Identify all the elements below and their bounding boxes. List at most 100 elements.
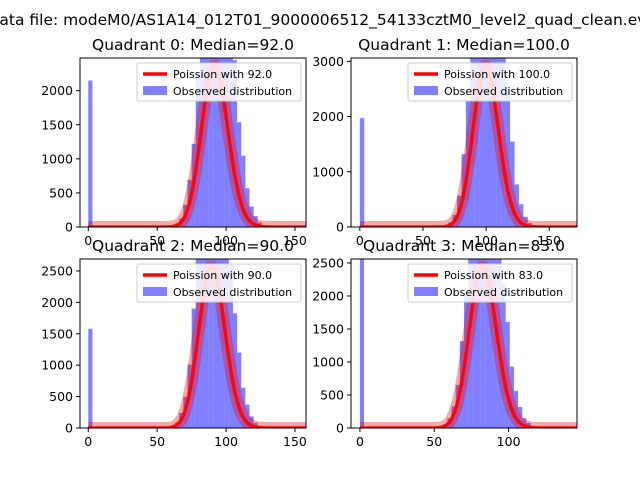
histogram-bar — [468, 259, 473, 428]
axes-frame — [350, 57, 578, 228]
legend-poisson-label: Poission with 90.0 — [173, 269, 272, 282]
histogram-bar — [199, 58, 205, 227]
histogram-bar — [224, 58, 229, 227]
histogram-bar — [216, 58, 221, 227]
x-tick-label: 50 — [149, 233, 165, 248]
histogram-bar — [220, 58, 225, 227]
figure-suptitle: Data file: modeM0/AS1A14_012T01_90000065… — [0, 11, 640, 30]
x-tick-label: 100 — [214, 434, 238, 449]
y-tick-label: 1500 — [41, 117, 73, 132]
axes-frame — [79, 258, 307, 429]
legend: Poission with 92.0 Observed distribution — [136, 62, 302, 102]
legend-observed-swatch — [414, 287, 438, 296]
histogram-bar — [484, 259, 489, 428]
histogram-bar-zero — [359, 118, 365, 227]
legend: Poission with 100.0 Observed distribution — [407, 62, 573, 102]
histogram-bar — [241, 387, 246, 428]
histogram-bar — [509, 366, 514, 428]
y-tick-label: 2500 — [312, 255, 344, 270]
legend: Poission with 83.0 Observed distribution — [407, 263, 573, 303]
legend-observed-label: Observed distribution — [444, 286, 563, 299]
histogram-bar — [212, 259, 217, 428]
y-tick-label: 1500 — [41, 326, 73, 341]
histogram-bar — [474, 58, 480, 227]
y-tick-label: 2000 — [312, 288, 344, 303]
y-tick-label: 2000 — [41, 295, 73, 310]
x-tick-label: 0 — [356, 434, 364, 449]
axes-frame — [79, 57, 307, 228]
histogram-bar — [199, 259, 205, 428]
y-tick-label: 0 — [65, 220, 73, 235]
y-tick-label: 2000 — [41, 83, 73, 98]
histogram-bar — [249, 206, 254, 227]
legend-poisson-label: Poission with 83.0 — [444, 269, 543, 282]
legend: Poission with 90.0 Observed distribution — [136, 263, 302, 303]
x-tick-label: 100 — [474, 233, 498, 248]
y-tick-label: 0 — [336, 220, 344, 235]
histogram-bar-zero — [88, 328, 93, 428]
histogram-bar — [513, 390, 519, 428]
legend-frame — [407, 263, 573, 303]
histogram-bar — [208, 259, 213, 428]
y-tick-label: 0 — [65, 421, 73, 436]
y-tick-label: 500 — [49, 389, 73, 404]
histogram-bar — [505, 321, 510, 428]
x-tick-label: 0 — [84, 434, 92, 449]
histogram-bar — [237, 122, 242, 227]
legend-observed-label: Observed distribution — [444, 85, 563, 98]
histogram-bar — [514, 184, 519, 227]
legend-frame — [407, 62, 573, 102]
histogram-bar — [518, 204, 524, 227]
histogram-bar — [488, 259, 494, 428]
histogram-bar — [487, 58, 493, 227]
y-tick-label: 1000 — [312, 354, 344, 369]
x-tick-label: 50 — [149, 434, 165, 449]
y-tick-label: 3000 — [312, 54, 344, 69]
subplot-0: Quadrant 0: Median=92.00 50 100 15005001000… — [41, 36, 307, 248]
histogram-bar — [483, 58, 488, 227]
y-tick-label: 2000 — [312, 109, 344, 124]
histogram-bar — [510, 141, 515, 227]
subplot-3: Quadrant 3: Median=83.00 50 10005001000150… — [312, 237, 578, 449]
x-tick-label: 0 — [84, 233, 92, 248]
x-tick-label: 150 — [283, 233, 307, 248]
legend-observed-label: Observed distribution — [173, 286, 292, 299]
histogram-bar — [472, 259, 477, 428]
legend-poisson-label: Poission with 92.0 — [173, 68, 272, 81]
subplot-title: Quadrant 3: Median=83.0 — [363, 237, 565, 255]
histogram-bar — [493, 259, 498, 428]
histogram-bar — [232, 313, 238, 428]
histogram-bar — [249, 416, 254, 428]
histogram-bar — [245, 188, 250, 227]
x-tick-label: 100 — [214, 233, 238, 248]
histogram-bar — [523, 216, 528, 227]
histogram-bar — [237, 352, 242, 428]
y-tick-label: 500 — [320, 387, 344, 402]
legend-frame — [136, 263, 302, 303]
legend-observed-swatch — [414, 86, 438, 95]
histogram-bar — [505, 90, 511, 227]
x-tick-label: 150 — [537, 233, 561, 248]
histogram-bar — [204, 58, 209, 227]
legend-observed-swatch — [143, 287, 167, 296]
histogram-bar — [232, 60, 238, 227]
histogram-bar — [212, 58, 217, 227]
y-tick-label: 2500 — [41, 263, 73, 278]
histogram-bar — [253, 216, 258, 227]
histogram-bar — [228, 264, 233, 428]
histogram-bar — [501, 58, 506, 227]
histogram-bar — [479, 58, 484, 227]
x-tick-label: 100 — [497, 434, 521, 449]
histogram-bar — [216, 259, 221, 428]
subplot-title: Quadrant 1: Median=100.0 — [358, 36, 570, 54]
histogram-bar — [241, 155, 246, 227]
legend-observed-label: Observed distribution — [173, 85, 292, 98]
histogram-bar — [522, 418, 527, 428]
histogram-bar — [204, 259, 209, 428]
x-tick-label: 150 — [283, 434, 307, 449]
histogram-bar — [518, 406, 523, 428]
histogram-bar — [492, 58, 497, 227]
histogram-bar — [476, 259, 481, 428]
histogram-bar — [220, 259, 225, 428]
x-tick-label: 50 — [426, 434, 442, 449]
